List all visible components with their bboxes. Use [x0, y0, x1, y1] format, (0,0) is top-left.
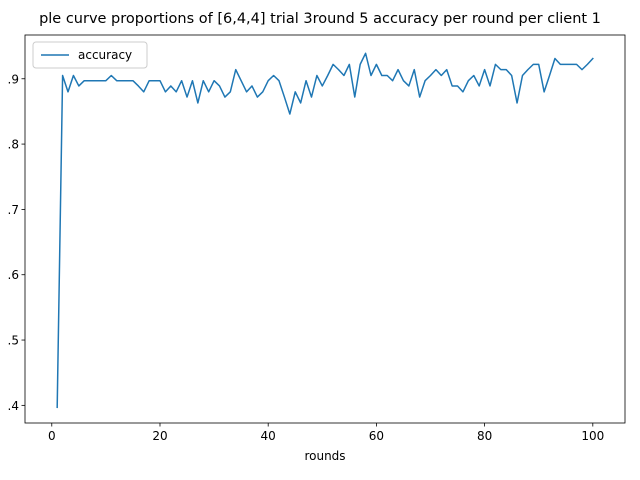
y-tick-label: .4: [8, 399, 19, 413]
x-tick-label: 40: [261, 429, 276, 443]
x-tick-label: 20: [152, 429, 167, 443]
y-tick-label: .7: [8, 203, 19, 217]
plot-frame: [24, 34, 626, 424]
legend-box: [32, 41, 148, 69]
x-tick-label: 80: [477, 429, 492, 443]
axis-ticks: 0 20 40 60 80 100 .4 .5 .6 .7 .8 .9: [8, 72, 605, 443]
legend-label-accuracy: accuracy: [78, 48, 132, 62]
x-tick-label: 0: [48, 429, 56, 443]
y-tick-label: .5: [8, 334, 19, 348]
series-group: [56, 52, 594, 409]
chart-title: ple curve proportions of [6,4,4] trial 3…: [39, 11, 601, 27]
y-tick-label: .9: [8, 72, 19, 86]
x-tick-label: 100: [581, 429, 604, 443]
series-line-accuracy: [56, 52, 594, 409]
y-tick-label: .6: [8, 268, 19, 282]
y-tick-label: .8: [8, 138, 19, 152]
x-tick-label: 60: [369, 429, 384, 443]
x-axis-label: rounds: [304, 449, 345, 463]
legend: accuracy: [32, 41, 148, 69]
